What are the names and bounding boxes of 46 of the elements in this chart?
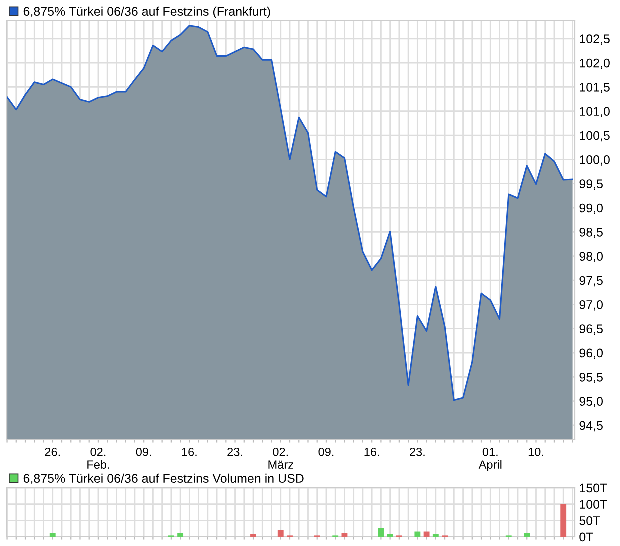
bar: [524, 533, 530, 537]
y-tick-label: 98,0: [580, 252, 604, 262]
y-tick-label: 50T: [580, 516, 600, 526]
y-tick-label: 99,5: [580, 180, 603, 190]
y-tick-label: 102,0: [580, 58, 610, 70]
x-tick-label: 10.: [528, 448, 544, 456]
y-tick-label: 0T: [580, 532, 594, 542]
bar: [424, 532, 430, 537]
x-tick-label: 02. März: [268, 448, 294, 470]
y-tick-label: 97,5: [580, 276, 603, 287]
y-tick-label: 102,5: [580, 34, 610, 46]
bar: [387, 534, 394, 537]
bar: [50, 533, 56, 537]
bar: [560, 504, 567, 537]
x-tick-label: 02. Feb.: [88, 448, 110, 470]
y-tick-label: 99,0: [580, 204, 604, 214]
y-tick-label: 97,0: [580, 300, 604, 311]
y-tick-label: 101,5: [580, 83, 610, 94]
bar: [432, 534, 439, 537]
y-tick-label: 94,5: [580, 421, 603, 432]
x-tick-label: 16.: [182, 448, 197, 456]
y-tick-label: 95,0: [580, 397, 604, 408]
x-tick-label: 16.: [364, 448, 380, 456]
y-tick-label: 95,5: [580, 372, 603, 384]
y-tick-label: 150T: [580, 484, 608, 493]
y-tick-label: 101,0: [580, 107, 610, 118]
x-tick-label: 09.: [318, 448, 334, 456]
legend-label: 6,875% Türkei 06/36 auf Festzins Volumen in USD: [24, 474, 304, 485]
bar: [414, 532, 421, 537]
bar: [342, 533, 348, 537]
y-tick-label: 100T: [580, 500, 608, 509]
x-tick-label: 23.: [228, 448, 242, 456]
y-tick-label: 96,5: [580, 324, 603, 335]
legend-label: 6,875% Türkei 06/36 auf Festzins (Frankfurt): [24, 6, 270, 18]
bar: [178, 533, 184, 537]
x-tick-label: 26.: [45, 448, 60, 456]
bar: [250, 534, 256, 537]
x-tick-label: 09.: [136, 448, 152, 456]
bar: [278, 530, 284, 537]
y-tick-label: 100,5: [580, 131, 610, 142]
x-tick-label: 01. April: [478, 448, 502, 472]
y-tick-label: 96,0: [580, 348, 604, 360]
y-tick-label: 98,5: [580, 228, 603, 238]
x-tick-label: 23.: [410, 448, 425, 456]
y-tick-label: 100,0: [580, 156, 610, 166]
bar: [378, 528, 384, 537]
